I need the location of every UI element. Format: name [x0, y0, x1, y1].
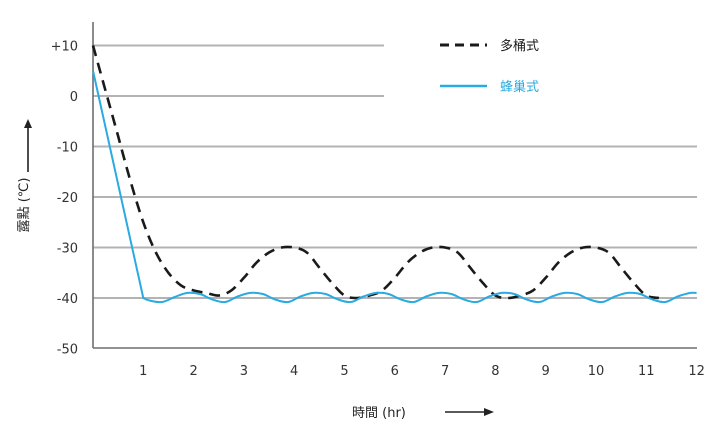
x-tick-label: 9: [542, 364, 550, 379]
legend: 多桶式 蜂巢式: [440, 38, 539, 95]
y-axis-label: 露點 (℃): [17, 178, 32, 233]
series-lines: [91, 45, 697, 304]
x-tick-label: 4: [290, 364, 298, 379]
y-tick-label: -10: [57, 141, 78, 156]
y-tick-label: -50: [57, 343, 78, 358]
x-axis-arrow-head: [484, 408, 494, 416]
axes: [92, 22, 697, 349]
x-tick-label: 5: [340, 364, 348, 379]
x-tick-label: 2: [189, 364, 197, 379]
x-tick-label: 10: [588, 364, 605, 379]
y-tick-label: -20: [57, 191, 78, 206]
y-axis-arrow-head: [24, 119, 32, 128]
x-tick-label: 7: [441, 364, 449, 379]
y-tick-label: +10: [51, 40, 78, 55]
x-tick-label: 1: [139, 364, 147, 379]
x-tick-label: 3: [240, 364, 248, 379]
series-honeycomb-line: [92, 70, 697, 304]
x-tick-labels: 1 2 3 4 5 6 7 8 9 10 11 12: [139, 364, 705, 379]
x-tick-label: 8: [491, 364, 499, 379]
series-multi-tank-line: [91, 45, 660, 300]
x-tick-label: 11: [638, 364, 655, 379]
y-tick-labels: +10 0 -10 -20 -30 -40 -50: [51, 40, 78, 358]
legend-label-honeycomb: 蜂巢式: [500, 80, 539, 95]
x-tick-label: 6: [391, 364, 399, 379]
x-tick-label: 12: [688, 364, 705, 379]
y-tick-label: -40: [57, 292, 78, 307]
x-axis-label: 時間 (hr): [352, 406, 406, 421]
y-tick-label: 0: [70, 90, 78, 105]
y-tick-label: -30: [57, 242, 78, 257]
grid-lines: [93, 44, 697, 299]
legend-label-multi-tank: 多桶式: [500, 38, 539, 54]
x-axis-title: 時間 (hr): [352, 406, 494, 421]
y-axis-title: 露點 (℃): [17, 119, 32, 232]
